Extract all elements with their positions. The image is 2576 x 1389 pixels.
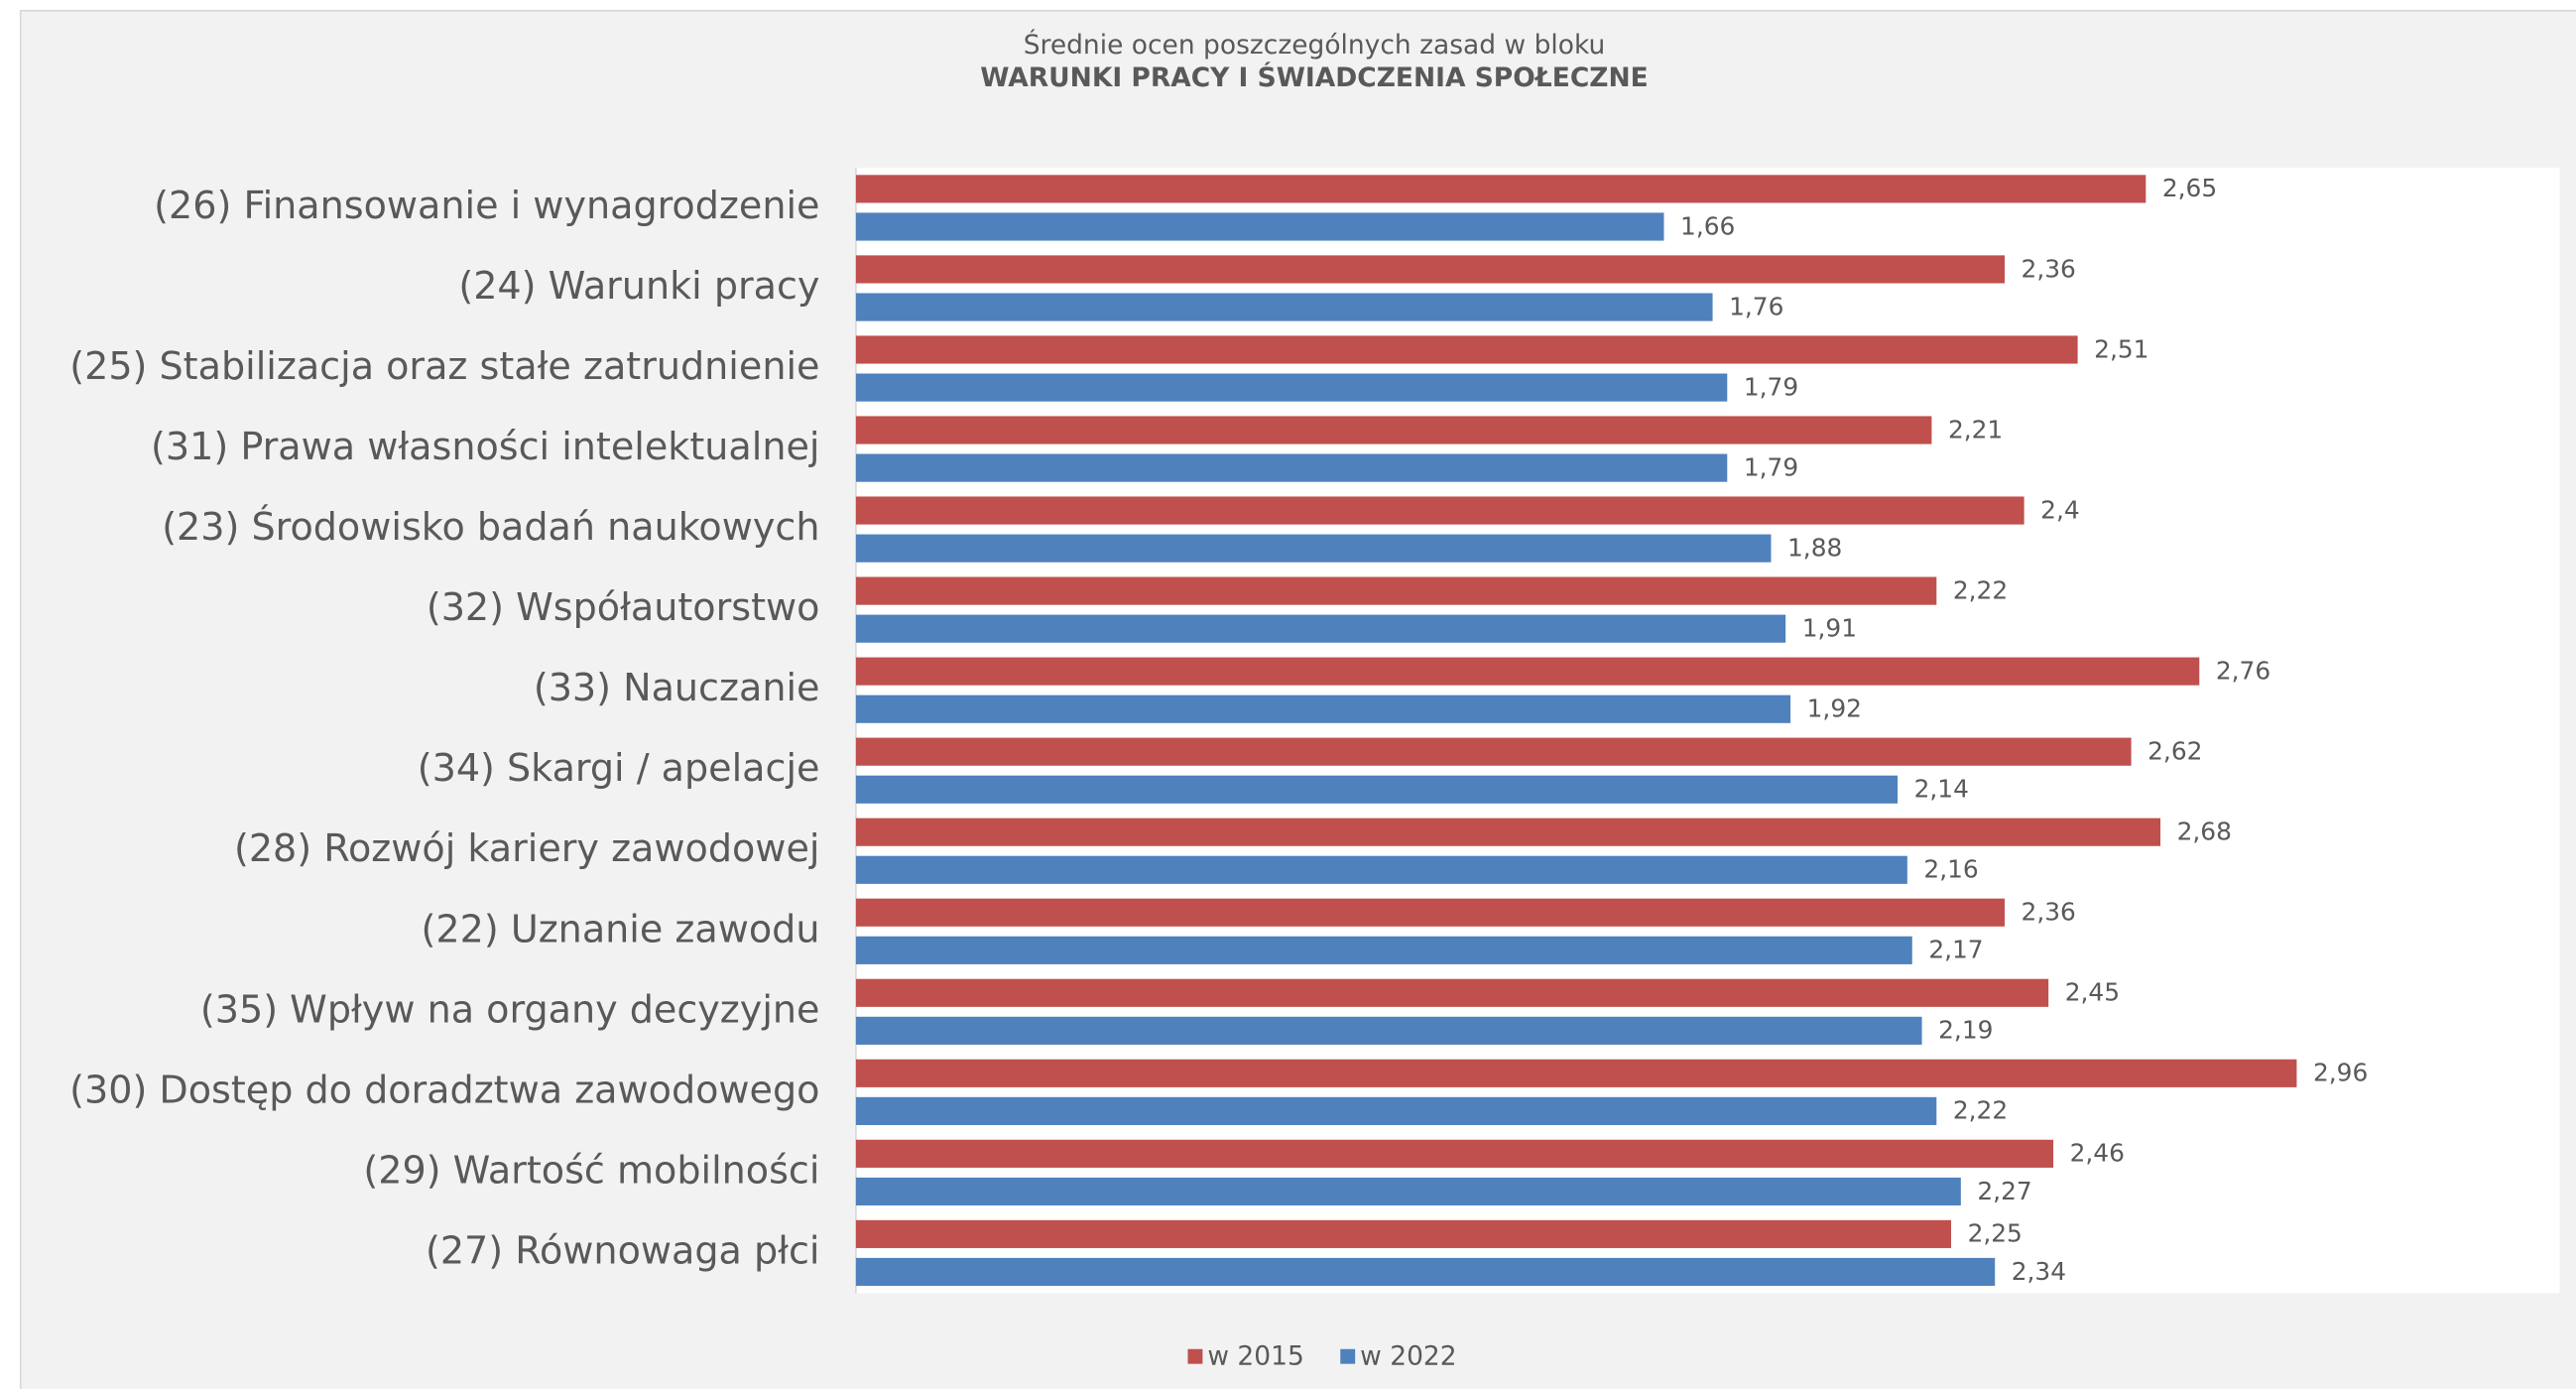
category-label: (27) Równowaga płci [426, 1228, 819, 1272]
bar [855, 1139, 2054, 1168]
data-label: 2,96 [2313, 1059, 2368, 1087]
data-label: 2,25 [1968, 1219, 2023, 1248]
data-label: 1,91 [1802, 614, 1857, 643]
bar [855, 657, 2200, 686]
bar [855, 614, 1786, 643]
data-label: 2,65 [2162, 174, 2217, 202]
data-label: 2,68 [2177, 818, 2232, 846]
bar [855, 373, 1728, 402]
legend-swatch [1340, 1348, 1356, 1364]
data-label: 2,34 [2012, 1257, 2066, 1286]
data-label: 2,17 [1928, 936, 1983, 964]
data-label: 2,36 [2022, 898, 2076, 927]
bar [855, 175, 2147, 203]
legend-label: w 2022 [1360, 1341, 1456, 1372]
legend-label: w 2015 [1207, 1341, 1303, 1372]
bar [855, 293, 1713, 321]
category-label: (23) Środowisko badań naukowych [162, 505, 819, 549]
data-label: 2,27 [1977, 1177, 2031, 1205]
bar [855, 978, 2049, 1007]
bar [855, 1257, 1996, 1287]
bar [855, 416, 1932, 444]
category-label: (28) Rozwój kariery zawodowej [234, 826, 819, 870]
bar [855, 335, 2078, 364]
bar [855, 1219, 1952, 1248]
data-label: 1,76 [1729, 292, 1783, 320]
data-label: 2,4 [2040, 495, 2080, 524]
data-label: 2,51 [2094, 334, 2148, 363]
category-label: (31) Prawa własności intelektualnej [151, 425, 819, 468]
data-label: 2,21 [1948, 415, 2003, 443]
chart-title: Średnie ocen poszczególnych zasad w blok… [1024, 29, 1606, 61]
data-label: 2,45 [2065, 978, 2120, 1007]
category-label: (26) Finansowanie i wynagrodzenie [154, 184, 819, 227]
category-label: (29) Wartość mobilności [363, 1148, 819, 1192]
data-label: 2,22 [1953, 575, 2008, 604]
category-label: (34) Skargi / apelacje [418, 746, 820, 790]
bar [855, 694, 1791, 723]
category-label: (30) Dostęp do doradztwa zawodowego [69, 1068, 819, 1111]
legend-swatch [1187, 1348, 1203, 1364]
data-label: 1,79 [1744, 452, 1798, 481]
bar [855, 936, 1912, 964]
bar [855, 855, 1907, 884]
category-label: (33) Nauczanie [534, 666, 820, 709]
data-label: 2,62 [2147, 736, 2202, 765]
category-label: (25) Stabilizacja oraz stałe zatrudnieni… [69, 344, 819, 388]
bar [855, 255, 2005, 284]
data-label: 2,16 [1923, 855, 1978, 884]
data-label: 1,79 [1744, 372, 1798, 401]
bar [855, 775, 1899, 804]
bar [855, 453, 1728, 482]
bar [855, 1096, 1937, 1125]
data-label: 2,46 [2070, 1139, 2125, 1168]
bar [855, 737, 2132, 766]
category-label: (24) Warunki pracy [458, 264, 819, 308]
category-label: (32) Współautorstwo [427, 585, 820, 629]
data-label: 2,36 [2022, 254, 2076, 283]
data-label: 2,76 [2216, 656, 2270, 685]
data-label: 1,88 [1787, 533, 1842, 562]
bar [855, 1177, 1961, 1206]
data-label: 1,92 [1807, 694, 1862, 723]
bar [855, 212, 1664, 241]
bar [855, 1059, 2297, 1087]
bar [855, 576, 1937, 605]
bar [855, 898, 2005, 927]
bar [855, 534, 1772, 563]
category-label: (22) Uznanie zawodu [422, 907, 820, 950]
data-label: 2,14 [1914, 775, 1969, 804]
data-label: 1,66 [1680, 211, 1735, 240]
bar [855, 496, 2024, 525]
bar [855, 818, 2161, 846]
category-label: (35) Wpływ na organy decyzyjne [200, 987, 820, 1031]
bar [855, 1016, 1922, 1045]
data-label: 2,19 [1938, 1016, 1993, 1045]
chart-subtitle: WARUNKI PRACY I ŚWIADCZENIA SPOŁECZNE [980, 62, 1648, 93]
data-label: 2,22 [1953, 1096, 2008, 1125]
